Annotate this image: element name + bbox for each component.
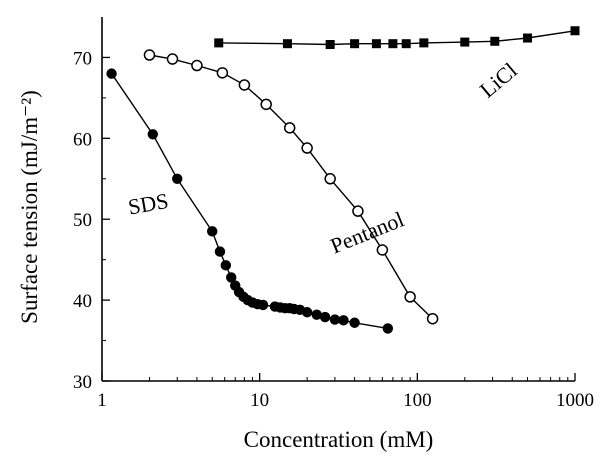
licl-point	[325, 40, 335, 50]
axis-tick-labels: 1 10 100 1000 30 40 50 60 70	[73, 48, 594, 411]
series-label-licl: LiCl	[475, 58, 522, 103]
y-tick-label: 40	[73, 291, 92, 312]
pentanol-point	[143, 49, 156, 61]
pentanol-line	[149, 54, 434, 320]
sds-point	[106, 68, 117, 79]
data-series	[106, 26, 580, 334]
sds-point	[319, 311, 331, 323]
pentanol-point	[404, 291, 416, 303]
y-axis-title: Surface tension (mJ/m⁻²)	[17, 90, 42, 324]
x-tick-label: 1000	[556, 390, 594, 411]
licl-line	[218, 30, 576, 46]
pentanol-point	[191, 59, 203, 72]
licl-point	[388, 39, 398, 49]
sds-point	[311, 309, 322, 320]
pentanol-point	[216, 67, 229, 79]
pentanol-point	[376, 244, 389, 256]
sds-point	[172, 173, 183, 184]
pentanol-point	[426, 312, 439, 325]
series-label-pentanol: Pentanol	[327, 206, 408, 258]
y-tick-label: 50	[73, 210, 92, 231]
sds-point	[382, 323, 394, 334]
x-tick-label: 1	[97, 390, 107, 411]
series-labels: SDS Pentanol LiCl	[126, 58, 522, 259]
pentanol-point	[324, 173, 336, 185]
sds-point	[220, 260, 232, 271]
licl-point	[460, 37, 470, 47]
pentanol-point	[283, 122, 296, 134]
pentanol-point	[260, 98, 272, 111]
x-tick-label: 100	[403, 390, 432, 411]
y-tick-label: 70	[73, 48, 92, 69]
sds-point	[338, 315, 349, 326]
y-tick-label: 30	[73, 372, 92, 393]
licl-point	[419, 38, 429, 48]
licl-point	[214, 38, 224, 48]
y-tick-label: 60	[73, 129, 92, 150]
licl-point	[523, 33, 533, 43]
licl-point	[490, 36, 500, 46]
sds-point	[329, 314, 341, 325]
pentanol-point	[166, 53, 179, 65]
sds-point	[349, 317, 360, 328]
axes	[101, 17, 575, 382]
pentanol-point	[301, 142, 313, 154]
axis-ticks	[101, 56, 576, 382]
licl-point	[282, 39, 292, 49]
x-tick-label: 10	[250, 390, 269, 411]
sds-point	[214, 246, 226, 257]
series-label-sds: SDS	[126, 188, 170, 220]
sds-point	[207, 226, 218, 237]
pentanol-point	[238, 79, 251, 91]
licl-point	[371, 39, 381, 49]
sds-point	[226, 272, 237, 283]
sds-point	[147, 129, 159, 140]
sds-point	[257, 299, 269, 311]
licl-point	[401, 39, 411, 49]
licl-point	[350, 39, 360, 49]
licl-point	[570, 26, 580, 36]
sds-point	[301, 307, 313, 318]
x-axis-title: Concentration (mM)	[244, 427, 434, 452]
pentanol-point	[352, 205, 364, 217]
